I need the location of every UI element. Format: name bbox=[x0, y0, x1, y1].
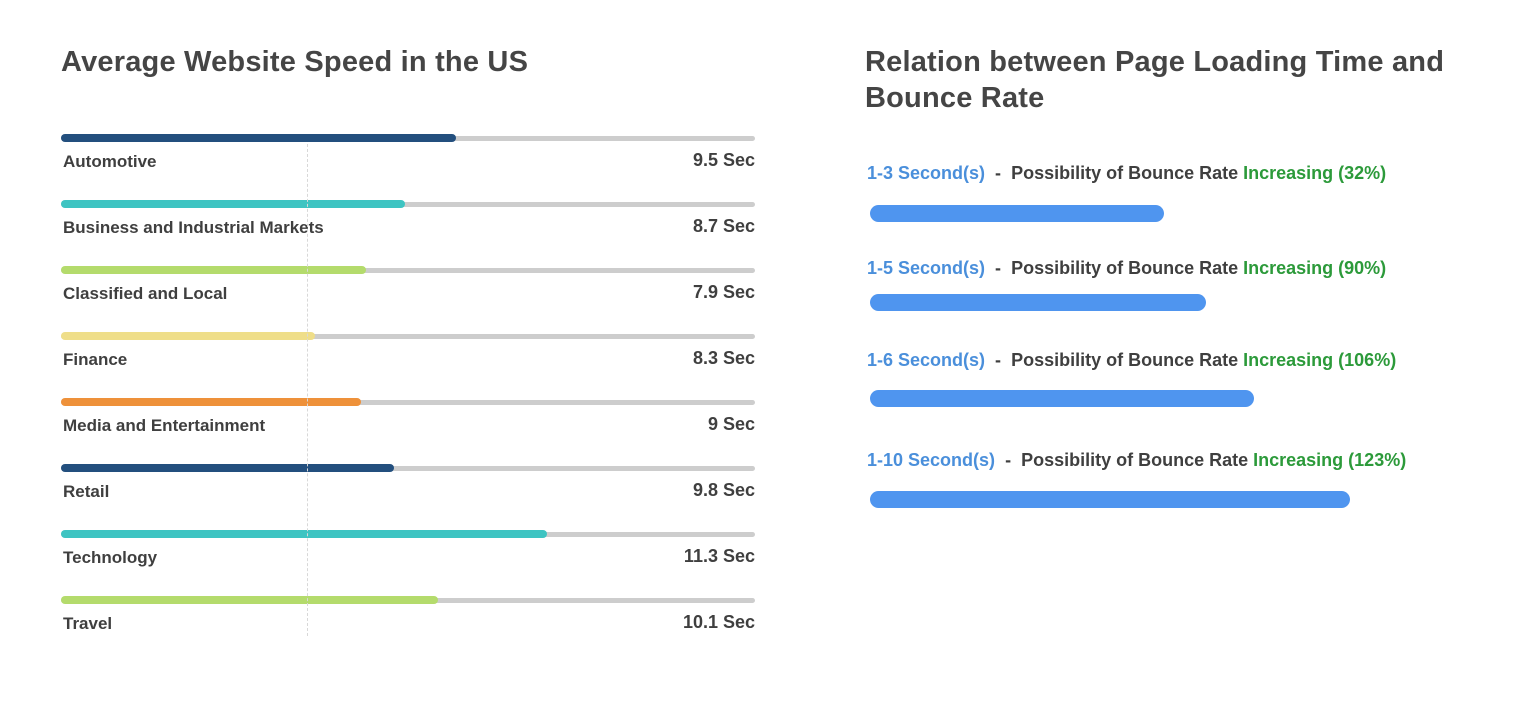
speed-row: Business and Industrial Markets 8.7 Sec bbox=[61, 198, 755, 248]
speed-row: Travel 10.1 Sec bbox=[61, 594, 755, 644]
separator: - bbox=[1005, 450, 1012, 470]
speed-value: 7.9 Sec bbox=[692, 282, 755, 302]
description: Possibility of Bounce Rate bbox=[1011, 350, 1239, 370]
category-label: Media and Entertainment bbox=[63, 416, 266, 435]
speed-row: Classified and Local 7.9 Sec bbox=[61, 264, 755, 314]
bounce-bar bbox=[870, 205, 1164, 222]
bar-track bbox=[61, 202, 755, 207]
website-speed-chart: Automotive 9.5 Sec Business and Industri… bbox=[61, 132, 755, 642]
speed-row: Retail 9.8 Sec bbox=[61, 462, 755, 512]
bounce-row: 1-6 Second(s) - Possibility of Bounce Ra… bbox=[867, 350, 1517, 407]
description: Possibility of Bounce Rate bbox=[1021, 450, 1249, 470]
bar-fill bbox=[61, 200, 405, 208]
increase-value: Increasing (106%) bbox=[1243, 350, 1397, 370]
speed-value: 9.5 Sec bbox=[692, 150, 755, 170]
category-label: Retail bbox=[63, 482, 110, 501]
bar-fill bbox=[61, 530, 547, 538]
speed-value: 11.3 Sec bbox=[683, 546, 755, 566]
time-range: 1-5 Second(s) bbox=[867, 258, 986, 278]
bounce-bar bbox=[870, 491, 1350, 508]
time-range: 1-3 Second(s) bbox=[867, 163, 986, 183]
speed-value: 8.7 Sec bbox=[692, 216, 755, 236]
category-label: Technology bbox=[63, 548, 158, 567]
time-range: 1-6 Second(s) bbox=[867, 350, 986, 370]
speed-row: Technology 11.3 Sec bbox=[61, 528, 755, 578]
bounce-row: 1-5 Second(s) - Possibility of Bounce Ra… bbox=[867, 258, 1517, 311]
bounce-bar bbox=[870, 390, 1254, 407]
description: Possibility of Bounce Rate bbox=[1011, 163, 1239, 183]
right-chart-title: Relation between Page Loading Time and B… bbox=[865, 46, 1445, 114]
time-range: 1-10 Second(s) bbox=[867, 450, 996, 470]
speed-value: 10.1 Sec bbox=[682, 612, 755, 632]
category-label: Finance bbox=[63, 350, 128, 369]
speed-row: Finance 8.3 Sec bbox=[61, 330, 755, 380]
category-label: Travel bbox=[63, 614, 113, 633]
reference-dashed-line bbox=[307, 144, 308, 636]
bounce-row: 1-10 Second(s) - Possibility of Bounce R… bbox=[867, 450, 1517, 508]
speed-row: Automotive 9.5 Sec bbox=[61, 132, 755, 182]
bar-fill bbox=[61, 266, 366, 274]
left-chart-title: Average Website Speed in the US bbox=[61, 46, 529, 78]
bar-track bbox=[61, 466, 755, 471]
bar-fill bbox=[61, 398, 361, 406]
separator: - bbox=[995, 350, 1002, 370]
bounce-bar bbox=[870, 294, 1206, 311]
bar-track bbox=[61, 268, 755, 273]
increase-value: Increasing (90%) bbox=[1243, 258, 1387, 278]
description: Possibility of Bounce Rate bbox=[1011, 258, 1239, 278]
separator: - bbox=[995, 163, 1002, 183]
bar-track bbox=[61, 400, 755, 405]
category-label: Classified and Local bbox=[63, 284, 228, 303]
increase-value: Increasing (123%) bbox=[1253, 450, 1407, 470]
bar-track bbox=[61, 334, 755, 339]
category-label: Automotive bbox=[63, 152, 157, 171]
bar-fill bbox=[61, 596, 438, 604]
bounce-row: 1-3 Second(s) - Possibility of Bounce Ra… bbox=[867, 163, 1517, 222]
speed-value: 9 Sec bbox=[707, 414, 755, 434]
bar-fill bbox=[61, 332, 315, 340]
increase-value: Increasing (32%) bbox=[1243, 163, 1387, 183]
speed-row: Media and Entertainment 9 Sec bbox=[61, 396, 755, 446]
bar-fill bbox=[61, 464, 394, 472]
category-label: Business and Industrial Markets bbox=[63, 218, 324, 237]
separator: - bbox=[995, 258, 1002, 278]
speed-value: 8.3 Sec bbox=[692, 348, 755, 368]
speed-value: 9.8 Sec bbox=[692, 480, 755, 500]
bar-fill bbox=[61, 134, 456, 142]
